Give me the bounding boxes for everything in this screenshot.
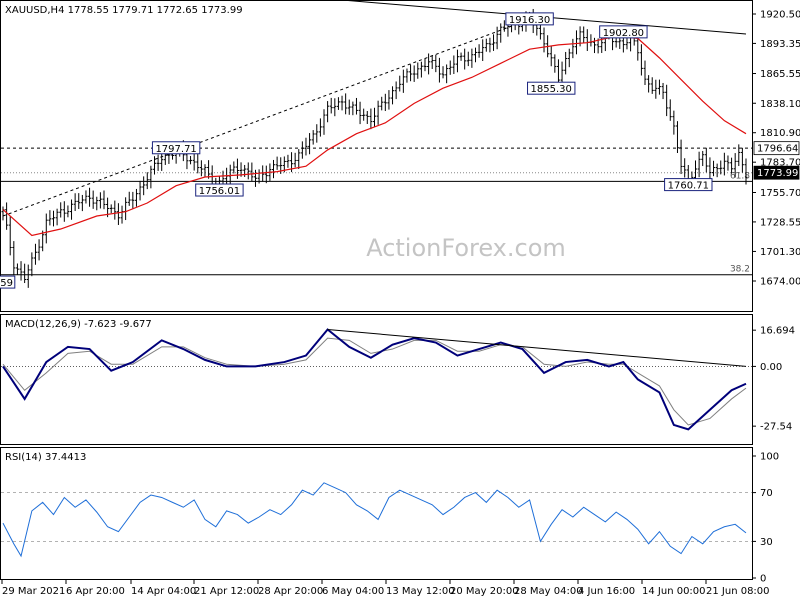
rsi-ytick-label-2: 30 — [760, 537, 773, 548]
fib-label-3: 38.2 — [730, 265, 750, 275]
price-ytick-label-9: 1674.00 — [760, 277, 800, 288]
moving-average-line — [2, 35, 747, 237]
rsi-ytick-label-0: 100 — [760, 452, 779, 463]
price-tag-label-1: 1773.99 — [757, 168, 798, 179]
macd-ytick-label-0: 16.694 — [760, 326, 795, 337]
xtick-label-5: 6 May 04:00 — [322, 586, 384, 597]
price-annotation-box-3 — [151, 141, 201, 155]
price-ytick-label-4: 1810.90 — [760, 128, 800, 139]
xtick-label-4: 28 Apr 20:00 — [258, 586, 323, 597]
price-annotation-label-2: 1855.30 — [531, 84, 572, 95]
price-tag-box-1 — [753, 165, 800, 180]
price-annotation-5: 1760.71 — [664, 178, 713, 192]
price-annotation-label-5: 1760.71 — [668, 181, 709, 192]
trendline-0 — [2, 16, 537, 217]
price-annotation-1: 1902.80 — [599, 25, 648, 39]
price-annotation-box-4 — [195, 183, 244, 197]
macd-layer — [1, 328, 752, 431]
price-ytick-label-6: 1755.70 — [760, 188, 800, 199]
macd-ytick-label-2: -27.54 — [760, 422, 792, 433]
price-annotation-box-6 — [0, 275, 16, 289]
price-ytick-label-1: 1893.35 — [760, 39, 800, 50]
xtick-label-8: 28 May 04:00 — [514, 586, 583, 597]
price-ytick-label-3: 1838.10 — [760, 99, 800, 110]
price-tag-box-0 — [753, 141, 800, 156]
price-ytick-label-2: 1865.55 — [760, 69, 800, 80]
price-ytick-label-7: 1728.55 — [760, 217, 800, 228]
xtick-label-0: 29 Mar 2021 — [2, 586, 65, 597]
rsi-title: RSI(14) 37.4413 — [5, 452, 86, 463]
rsi-layer — [1, 482, 752, 558]
price-annotation-box-5 — [664, 178, 713, 192]
price-ytick-label-5: 1783.70 — [760, 158, 800, 169]
price-annotation-label-4: 1756.01 — [199, 186, 240, 197]
macd-trendline — [327, 329, 747, 367]
macd-panel-frame — [0, 314, 753, 445]
xtick-label-11: 21 Jun 08:00 — [706, 586, 770, 597]
axis-layer: 1920.50 1893.35 1865.55 1838.10 1810.90 1783.… — [1, 10, 800, 597]
price-annotation-2: 1855.30 — [527, 81, 576, 95]
xtick-label-6: 13 May 12:00 — [386, 586, 455, 597]
rsi-ytick-label-1: 70 — [760, 488, 773, 499]
price-annotation-label-1: 1902.80 — [603, 28, 644, 39]
rsi-line — [2, 482, 747, 558]
price-layer: 61.8 38.2 1916.30 1902.80 1855.30 1797.71 1756… — [0, 0, 752, 289]
price-annotation-box-2 — [527, 81, 576, 95]
price-chart-title: XAUUSD,H4 1778.55 1779.71 1772.65 1773.9… — [5, 5, 243, 16]
xtick-label-2: 14 Apr 04:00 — [131, 586, 196, 597]
macd-line — [2, 328, 747, 431]
price-ytick-label-0: 1920.50 — [760, 10, 800, 21]
price-tag-label-0: 1796.64 — [757, 144, 798, 155]
price-annotation-6: 59 — [0, 275, 16, 289]
price-annotation-label-0: 1916.30 — [509, 15, 550, 26]
price-annotation-box-0 — [505, 12, 554, 26]
macd-title: MACD(12,26,9) -7.623 -9.677 — [5, 319, 152, 330]
price-annotation-label-6: 59 — [0, 278, 13, 289]
xtick-label-9: 4 Jun 16:00 — [578, 586, 635, 597]
macd-ytick-label-1: 0.00 — [760, 362, 782, 373]
rsi-panel-frame — [0, 447, 753, 580]
price-annotation-3: 1797.71 — [151, 141, 201, 155]
price-ytick-label-8: 1701.30 — [760, 247, 800, 258]
xtick-label-3: 21 Apr 12:00 — [194, 586, 259, 597]
watermark: ActionForex.com — [366, 234, 566, 262]
xtick-label-10: 14 Jun 00:00 — [642, 586, 706, 597]
rsi-ytick-label-3: 0 — [760, 574, 766, 585]
price-annotation-4: 1756.01 — [195, 183, 244, 197]
price-annotation-label-3: 1797.71 — [155, 144, 196, 155]
xtick-label-7: 20 May 20:00 — [450, 586, 519, 597]
fib-label-2: 61.8 — [730, 171, 750, 181]
price-panel-frame — [0, 0, 753, 312]
price-annotation-box-1 — [599, 25, 648, 39]
xtick-label-1: 6 Apr 20:00 — [66, 586, 125, 597]
price-annotation-0: 1916.30 — [505, 12, 554, 26]
